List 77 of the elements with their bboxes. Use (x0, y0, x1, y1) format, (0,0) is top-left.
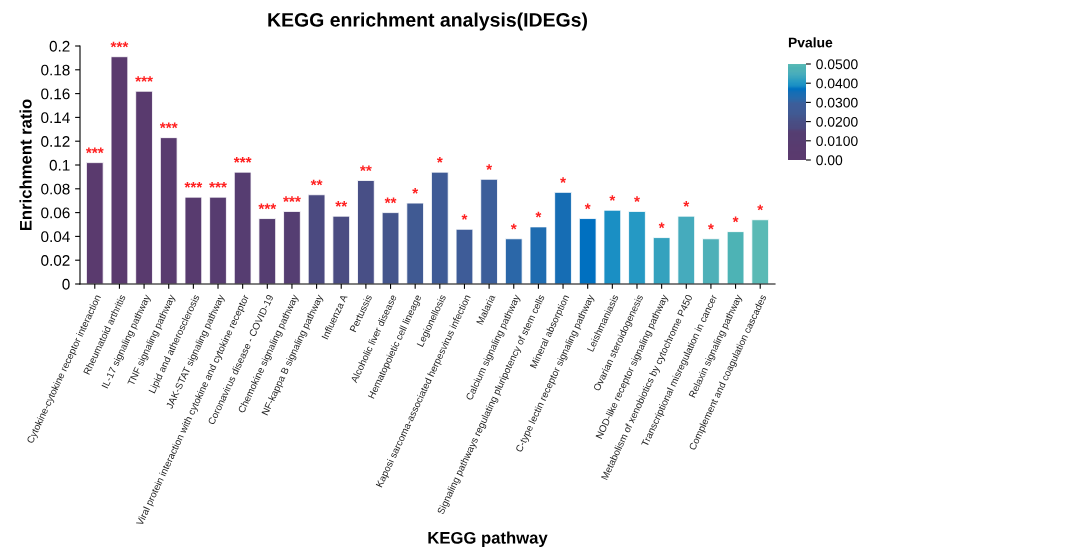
data-label: *** (159, 122, 178, 129)
data-label: * (461, 214, 468, 220)
bar (110, 56, 129, 284)
y-tick-label: 0.2 (49, 40, 70, 52)
bar (357, 180, 375, 284)
bar (504, 238, 523, 284)
y-axis-title: Enrichment ratio (19, 99, 32, 231)
bar (554, 191, 572, 284)
x-axis-title: KEGG pathway (428, 531, 548, 547)
y-tick-label: 0 (62, 278, 70, 290)
y-tick-label: 0.04 (41, 231, 70, 243)
data-label: * (436, 157, 443, 163)
y-tick-label: 0.1 (49, 159, 70, 171)
data-label: *** (135, 76, 153, 82)
data-label: *** (258, 203, 277, 210)
bar (702, 238, 720, 284)
data-label: * (707, 223, 714, 230)
bar (233, 171, 252, 284)
color-bar-label: 0.00 (816, 155, 843, 166)
bar (381, 212, 400, 284)
y-tick-label: 0.14 (41, 112, 70, 124)
color-bar-label: 0.0400 (816, 78, 858, 89)
color-bar-label: 0.0500 (816, 59, 858, 70)
y-tick-label: 0.08 (41, 183, 70, 195)
bar (677, 215, 696, 284)
bar (307, 194, 326, 284)
y-tick-label: 0.02 (41, 255, 70, 266)
data-label: * (732, 216, 739, 223)
color-bar-label: 0.0300 (816, 97, 858, 108)
bar (578, 218, 597, 284)
data-label: ** (335, 201, 348, 207)
color-bar-label: 0.0200 (816, 116, 858, 127)
data-label: *** (85, 147, 104, 154)
data-label: * (609, 195, 616, 201)
bar (455, 228, 474, 284)
bar (529, 226, 548, 284)
data-label: ** (359, 165, 372, 172)
bar (184, 196, 203, 284)
data-label: * (658, 222, 665, 229)
color-bar-title: Pvalue (788, 37, 833, 48)
chart-title: KEGG enrichment analysis(IDEGs) (268, 12, 588, 31)
data-label: * (412, 188, 419, 194)
y-tick-label: 0.18 (41, 64, 70, 76)
bar (135, 90, 153, 284)
bar (283, 210, 301, 284)
data-label: * (584, 203, 591, 210)
bar (628, 210, 646, 284)
bar (258, 218, 277, 284)
data-label: *** (233, 157, 252, 163)
data-label: * (757, 204, 764, 211)
bar (209, 196, 227, 284)
bar (480, 178, 498, 284)
color-bar-label: 0.0100 (816, 136, 858, 146)
data-label: *** (209, 182, 227, 188)
data-label: *** (184, 182, 203, 188)
data-label: *** (110, 41, 129, 48)
bar (726, 231, 745, 284)
data-label: * (510, 223, 517, 230)
bar (159, 137, 178, 284)
data-label: * (535, 211, 542, 218)
bar (652, 237, 671, 284)
bar (431, 171, 449, 284)
bar (751, 219, 770, 284)
data-label: ** (310, 179, 323, 186)
data-label: * (634, 196, 640, 203)
data-label: * (683, 201, 690, 207)
data-label: ** (384, 197, 397, 204)
bar (85, 162, 104, 284)
data-label: * (486, 164, 493, 170)
y-tick-label: 0.12 (41, 136, 70, 147)
bar (406, 202, 424, 284)
bar (332, 215, 351, 284)
data-label: * (560, 177, 567, 183)
data-label: *** (283, 196, 301, 203)
bar (603, 209, 622, 284)
y-tick-label: 0.06 (41, 207, 70, 219)
y-tick-label: 0.16 (41, 88, 70, 100)
